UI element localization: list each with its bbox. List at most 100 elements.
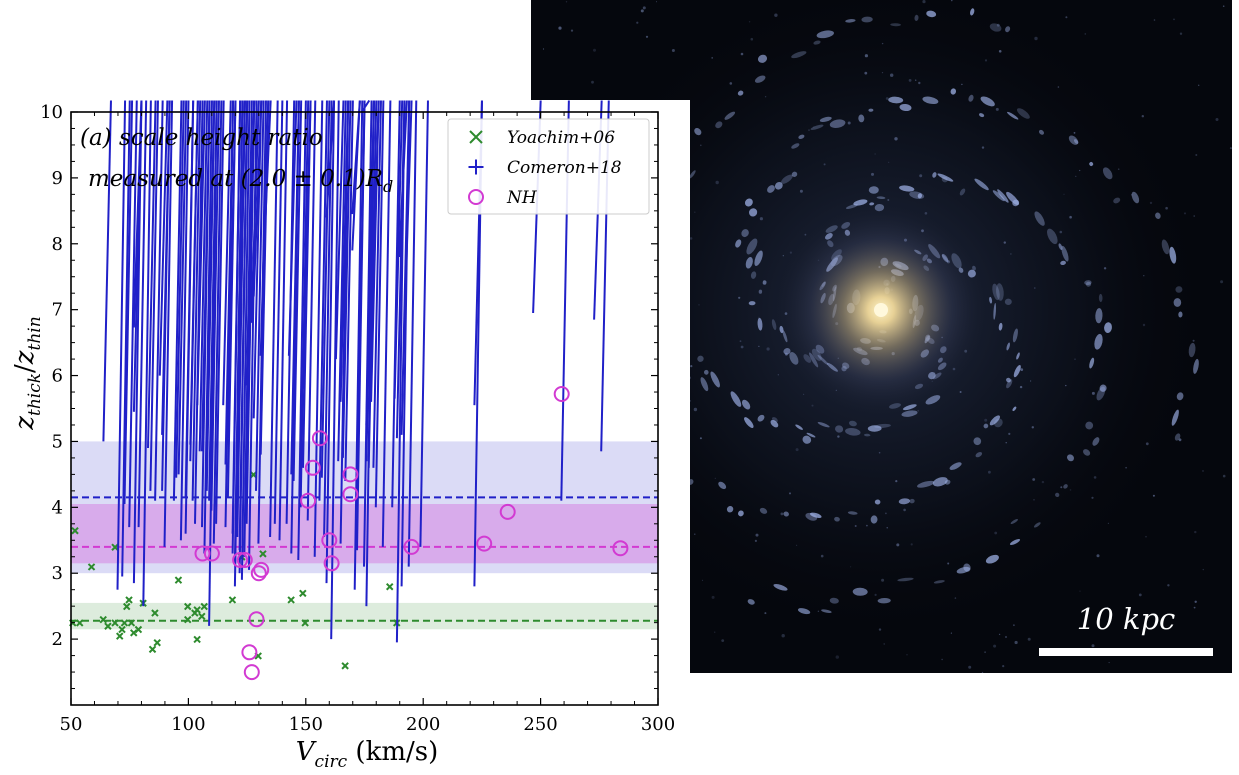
star-speck — [1002, 665, 1005, 668]
arm-clump — [1016, 352, 1020, 360]
arm-clump — [759, 507, 768, 514]
star-speck — [1106, 606, 1108, 609]
arm-clump — [738, 510, 744, 517]
galaxy-core — [874, 303, 888, 317]
arm-clump — [1193, 358, 1199, 374]
star-speck — [689, 237, 693, 240]
point-comeron-18 — [128, 100, 138, 528]
star-speck — [854, 525, 857, 527]
arm-clump — [1171, 409, 1179, 426]
star-speck — [1096, 554, 1100, 558]
arm-clump — [922, 96, 939, 105]
star-speck — [1069, 215, 1072, 219]
star-speck — [799, 189, 803, 193]
star-speck — [636, 21, 639, 24]
arm-clump — [983, 423, 989, 429]
point-yoachim-06 — [122, 602, 131, 611]
star-speck — [1093, 476, 1097, 479]
point-nh — [304, 459, 321, 476]
star-speck — [789, 492, 791, 495]
star-speck — [739, 340, 742, 343]
point-comeron-18 — [236, 100, 246, 475]
star-speck — [738, 296, 741, 299]
arm-clump — [917, 480, 935, 488]
star-speck — [1178, 438, 1182, 442]
star-speck — [968, 665, 972, 669]
arm-clump — [992, 283, 1000, 301]
point-yoachim-06 — [183, 602, 192, 611]
star-speck — [803, 393, 805, 395]
arm-clump — [703, 369, 709, 375]
star-speck — [950, 632, 952, 634]
scatter-chart: 50 100 150 200 250 300 2 3 4 5 6 7 8 9 10 (a) scale he… — [10, 99, 675, 772]
star-speck — [993, 644, 997, 648]
arm-clump — [1131, 191, 1140, 204]
star-speck — [996, 23, 1000, 27]
point-comeron-18 — [306, 100, 317, 521]
star-speck — [1084, 33, 1087, 35]
arm-clump — [1174, 433, 1181, 441]
arm-clump — [888, 96, 904, 104]
point-comeron-18 — [360, 99, 371, 113]
star-speck — [808, 129, 810, 132]
legend-marker-yoachim-06 — [469, 130, 483, 144]
arm-clump — [1006, 377, 1011, 383]
star-speck — [874, 593, 877, 597]
point-comeron-18 — [201, 100, 211, 452]
point-nh — [342, 486, 359, 503]
star-speck — [714, 477, 716, 479]
star-speck — [1079, 169, 1081, 172]
arm-clump — [1007, 111, 1019, 120]
star-speck — [890, 73, 894, 77]
arm-clump — [1012, 199, 1020, 207]
arm-clump — [813, 40, 821, 45]
star-speck — [918, 81, 921, 85]
arm-clump — [898, 498, 911, 505]
star-speck — [640, 9, 644, 13]
point-comeron-18 — [147, 100, 157, 449]
star-speck — [1143, 275, 1145, 277]
point-comeron-18 — [278, 100, 289, 541]
point-comeron-18 — [154, 100, 164, 501]
point-comeron-18 — [142, 100, 152, 607]
arm-clump — [985, 554, 999, 564]
star-speck — [1165, 206, 1168, 210]
star-speck — [764, 612, 767, 615]
point-comeron-18 — [132, 100, 143, 328]
point-comeron-18 — [175, 100, 185, 478]
arm-clump — [998, 322, 1003, 331]
star-speck — [777, 374, 779, 376]
star-speck — [714, 631, 716, 633]
arm-clump — [1012, 328, 1018, 343]
star-speck — [998, 633, 1001, 636]
arm-clump — [852, 587, 868, 596]
star-speck — [1065, 16, 1068, 19]
point-yoachim-06 — [87, 563, 96, 571]
arm-clump — [1098, 293, 1103, 303]
legend-marker-nh — [468, 189, 484, 205]
arm-clump — [1005, 26, 1011, 33]
point-comeron-18 — [163, 100, 174, 547]
point-yoachim-06 — [111, 619, 119, 627]
star-speck — [864, 71, 868, 75]
star-speck — [1075, 175, 1077, 177]
arm-clump — [989, 415, 1001, 426]
arm-clump — [791, 143, 800, 149]
point-comeron-18 — [356, 100, 366, 495]
arm-clump — [817, 422, 830, 428]
star-speck — [755, 533, 759, 537]
star-speck — [1020, 368, 1024, 371]
star-speck — [1145, 535, 1147, 538]
point-comeron-18 — [351, 100, 361, 215]
point-comeron-18 — [330, 100, 340, 640]
star-speck — [1019, 385, 1023, 389]
arm-clump — [834, 516, 840, 522]
arm-clump — [1047, 228, 1058, 245]
arm-clump — [819, 116, 832, 122]
star-speck — [748, 21, 751, 23]
star-speck — [1138, 593, 1142, 597]
arm-clump — [1060, 260, 1066, 266]
point-comeron-18 — [255, 100, 265, 491]
point-comeron-18 — [205, 100, 216, 491]
point-nh — [321, 532, 338, 549]
